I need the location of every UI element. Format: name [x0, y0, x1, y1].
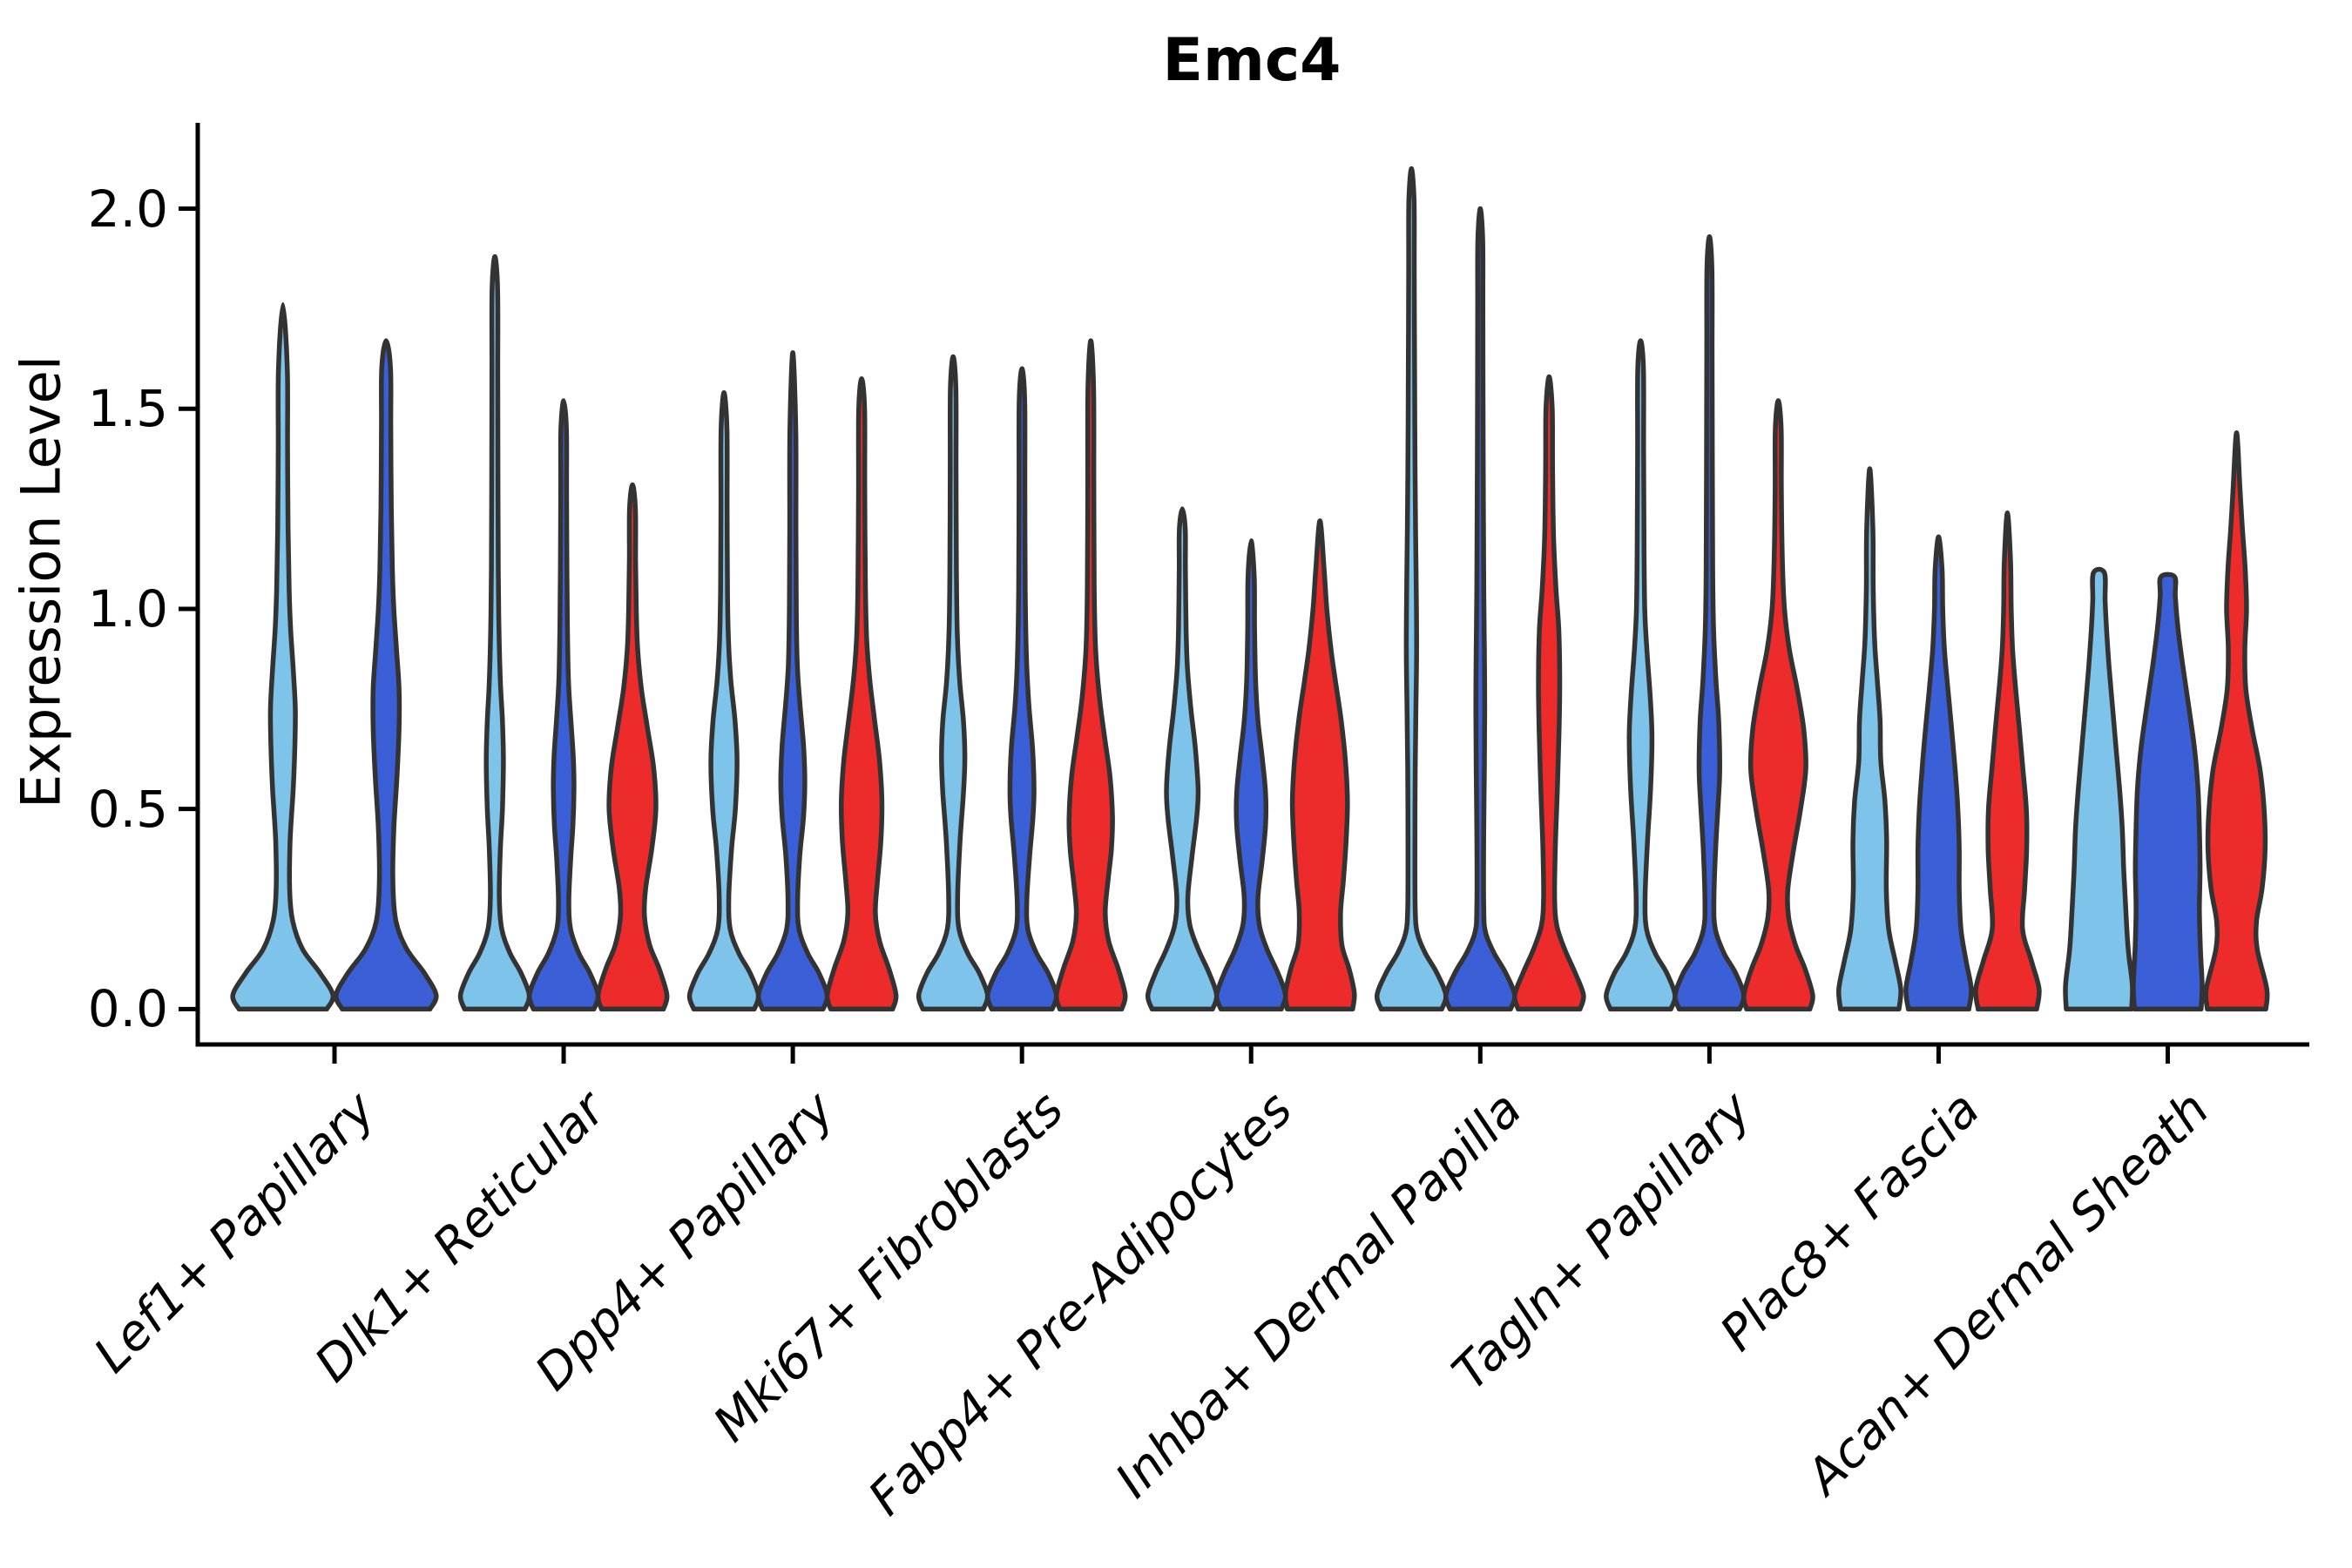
violin-dark_blue-6 — [1443, 206, 1517, 1012]
violin-red-9 — [2203, 430, 2270, 1012]
y-tick-label-1.5: 1.5 — [87, 379, 168, 439]
violin-red-3 — [824, 376, 899, 1012]
violin-light_blue-8 — [1835, 466, 1903, 1012]
violin-light_blue-5 — [1145, 506, 1220, 1012]
violin-red-6 — [1511, 374, 1586, 1012]
violin-red-2 — [595, 482, 670, 1012]
violin-red-7 — [1740, 398, 1815, 1012]
y-axis-label: Expression Level — [9, 355, 73, 808]
violin-dark_blue-9 — [2131, 571, 2205, 1012]
y-tick-label-1.0: 1.0 — [87, 578, 168, 639]
violin-dark_blue-2 — [526, 398, 601, 1012]
violin-dark_blue-1 — [333, 338, 439, 1012]
violin-light_blue-2 — [457, 253, 532, 1012]
violin-light_blue-4 — [916, 354, 990, 1012]
y-tick-label-0.0: 0.0 — [87, 979, 168, 1039]
chart-title: Emc4 — [1162, 26, 1342, 95]
violin-red-4 — [1053, 338, 1128, 1012]
violin-light_blue-9 — [2063, 566, 2135, 1012]
violin-dark_blue-3 — [755, 350, 830, 1012]
violin-light_blue-1 — [230, 302, 336, 1012]
violin-light_blue-3 — [686, 390, 761, 1012]
violin-red-5 — [1282, 518, 1357, 1012]
violin-dark_blue-8 — [1903, 534, 1974, 1012]
violin-light_blue-6 — [1374, 166, 1449, 1012]
violin-light_blue-7 — [1604, 338, 1678, 1012]
y-tick-label-0.5: 0.5 — [87, 779, 168, 839]
violin-dark_blue-5 — [1213, 538, 1288, 1012]
violin-red-8 — [1973, 510, 2042, 1012]
violin-dark_blue-7 — [1673, 233, 1747, 1012]
y-tick-label-2.0: 2.0 — [87, 179, 168, 239]
violin-dark_blue-4 — [984, 366, 1059, 1012]
